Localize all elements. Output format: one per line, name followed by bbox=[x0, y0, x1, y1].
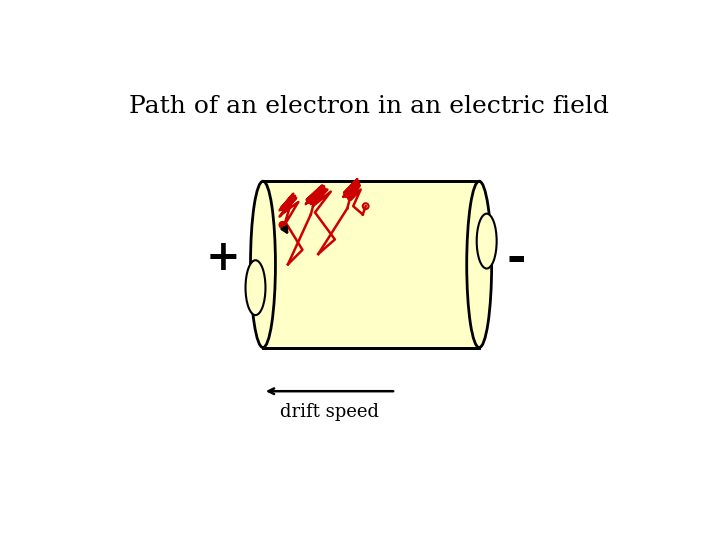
Bar bbox=[263, 181, 480, 348]
Ellipse shape bbox=[246, 260, 266, 315]
Ellipse shape bbox=[477, 214, 497, 268]
Circle shape bbox=[279, 221, 286, 228]
Text: +: + bbox=[206, 237, 241, 279]
Ellipse shape bbox=[251, 181, 276, 348]
Ellipse shape bbox=[467, 181, 492, 348]
Text: Path of an electron in an electric field: Path of an electron in an electric field bbox=[129, 95, 609, 118]
Text: drift speed: drift speed bbox=[280, 403, 379, 421]
Text: -: - bbox=[507, 235, 526, 281]
